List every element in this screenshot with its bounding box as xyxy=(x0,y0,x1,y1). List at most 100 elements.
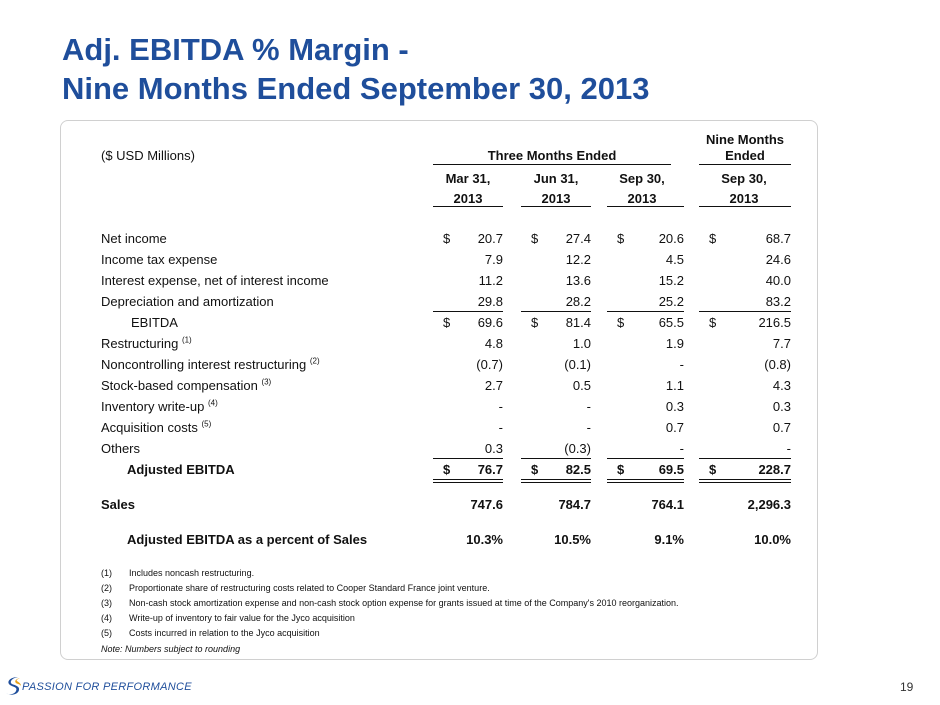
cell-value: 784.7 xyxy=(558,497,591,512)
cell-value: 76.7 xyxy=(477,462,503,477)
footnote-ref: (2) xyxy=(309,356,320,366)
subtotal-line xyxy=(607,458,684,459)
cell-value: 9.1% xyxy=(654,532,684,547)
row-label-ebitda: EBITDA xyxy=(131,315,178,330)
col-header-year: 2013 xyxy=(453,191,483,206)
cell-value: 1.9 xyxy=(665,336,684,351)
cell-value: 7.7 xyxy=(772,336,791,351)
cell-value: 65.5 xyxy=(658,315,684,330)
row-label: Acquisition costs (5) xyxy=(101,419,212,435)
cell-value: 1.0 xyxy=(572,336,591,351)
row-label: Stock-based compensation (3) xyxy=(101,377,272,393)
cell-value: 0.3 xyxy=(772,399,791,414)
col-header-underline xyxy=(607,206,684,207)
footnote-ref: (1) xyxy=(181,335,192,345)
cell-value: 69.5 xyxy=(658,462,684,477)
col-header-year: 2013 xyxy=(729,191,759,206)
double-underline xyxy=(699,479,791,480)
cell-value: 81.4 xyxy=(565,315,591,330)
cell-value: 764.1 xyxy=(651,497,684,512)
table-panel: ($ USD Millions) Three Months Ended Nine… xyxy=(60,120,818,660)
subtotal-line xyxy=(433,311,503,312)
footnote-ref: (5) xyxy=(201,419,212,429)
row-label: Interest expense, net of interest income xyxy=(101,273,329,288)
col-header-underline xyxy=(699,206,791,207)
dollar-sign: $ xyxy=(531,462,539,477)
double-underline xyxy=(433,482,503,483)
cell-value: - xyxy=(586,399,591,414)
footnote-ref: (3) xyxy=(261,377,272,387)
cell-value: 4.8 xyxy=(484,336,503,351)
cell-value: 40.0 xyxy=(765,273,791,288)
cell-value: 25.2 xyxy=(658,294,684,309)
double-underline xyxy=(521,482,591,483)
col-header-month: Jun 31, xyxy=(533,171,579,186)
slide-title: Adj. EBITDA % Margin - Nine Months Ended… xyxy=(62,30,649,108)
cell-value: 20.7 xyxy=(477,231,503,246)
cell-value: 0.3 xyxy=(665,399,684,414)
cell-value: 216.5 xyxy=(758,315,791,330)
footnote-text: Proportionate share of restructuring cos… xyxy=(129,583,490,593)
cell-value: 11.2 xyxy=(478,273,503,288)
page-number: 19 xyxy=(900,680,914,694)
cell-value: 12.2 xyxy=(565,252,591,267)
col-header-month: Sep 30, xyxy=(619,171,665,186)
row-label: Others xyxy=(101,441,141,456)
footnote-text: Non-cash stock amortization expense and … xyxy=(129,598,679,608)
cell-value: 0.7 xyxy=(665,420,684,435)
cell-value: - xyxy=(786,441,791,456)
nine-months-header-line1: Nine Months xyxy=(706,132,784,147)
col-header-year: 2013 xyxy=(541,191,571,206)
cell-value: 2.7 xyxy=(484,378,503,393)
col-header-month: Mar 31, xyxy=(445,171,491,186)
cell-value: 0.5 xyxy=(572,378,591,393)
cell-value: 29.8 xyxy=(477,294,503,309)
footnote-text: Write-up of inventory to fair value for … xyxy=(129,613,355,623)
footnote-number: (4) xyxy=(101,613,112,623)
subtotal-line xyxy=(521,458,591,459)
double-underline xyxy=(521,479,591,480)
cell-value: 10.0% xyxy=(754,532,791,547)
row-label: Inventory write-up (4) xyxy=(101,398,218,414)
footnote-number: (1) xyxy=(101,568,112,578)
col-header-underline xyxy=(521,206,591,207)
dollar-sign: $ xyxy=(709,231,717,246)
cell-value: - xyxy=(679,357,684,372)
footnote-number: (5) xyxy=(101,628,112,638)
dollar-sign: $ xyxy=(531,315,539,330)
cell-value: (0.8) xyxy=(764,357,791,372)
footer-tagline: PASSION FOR PERFORMANCE xyxy=(22,681,192,693)
cell-value: 27.4 xyxy=(565,231,591,246)
cell-value: 228.7 xyxy=(758,462,791,477)
footnote-text: Costs incurred in relation to the Jyco a… xyxy=(129,628,320,638)
cell-value: 28.2 xyxy=(565,294,591,309)
row-label-percent-of-sales: Adjusted EBITDA as a percent of Sales xyxy=(127,532,368,547)
cell-value: 83.2 xyxy=(765,294,791,309)
cell-value: 7.9 xyxy=(484,252,503,267)
cell-value: 4.3 xyxy=(772,378,791,393)
footnote-number: (3) xyxy=(101,598,112,608)
row-label: Income tax expense xyxy=(101,252,218,267)
cell-value: 68.7 xyxy=(765,231,791,246)
subtotal-line xyxy=(699,311,791,312)
row-label-adjusted-ebitda: Adjusted EBITDA xyxy=(127,462,235,477)
group-header-underline xyxy=(433,164,671,165)
cell-value: 10.3% xyxy=(466,532,503,547)
cell-value: 69.6 xyxy=(477,315,503,330)
double-underline xyxy=(607,479,684,480)
cell-value: 2,296.3 xyxy=(747,497,791,512)
cell-value: (0.1) xyxy=(564,357,591,372)
cell-value: - xyxy=(679,441,684,456)
col-header-month: Sep 30, xyxy=(721,171,767,186)
row-label: Depreciation and amortization xyxy=(101,294,274,309)
dollar-sign: $ xyxy=(617,462,625,477)
subtotal-line xyxy=(433,458,503,459)
cell-value: 0.7 xyxy=(772,420,791,435)
subtotal-line xyxy=(521,311,591,312)
dollar-sign: $ xyxy=(709,315,717,330)
cell-value: 1.1 xyxy=(665,378,684,393)
cell-value: (0.3) xyxy=(564,441,591,456)
dollar-sign: $ xyxy=(709,462,717,477)
double-underline xyxy=(699,482,791,483)
footnote-ref: (4) xyxy=(207,398,218,408)
